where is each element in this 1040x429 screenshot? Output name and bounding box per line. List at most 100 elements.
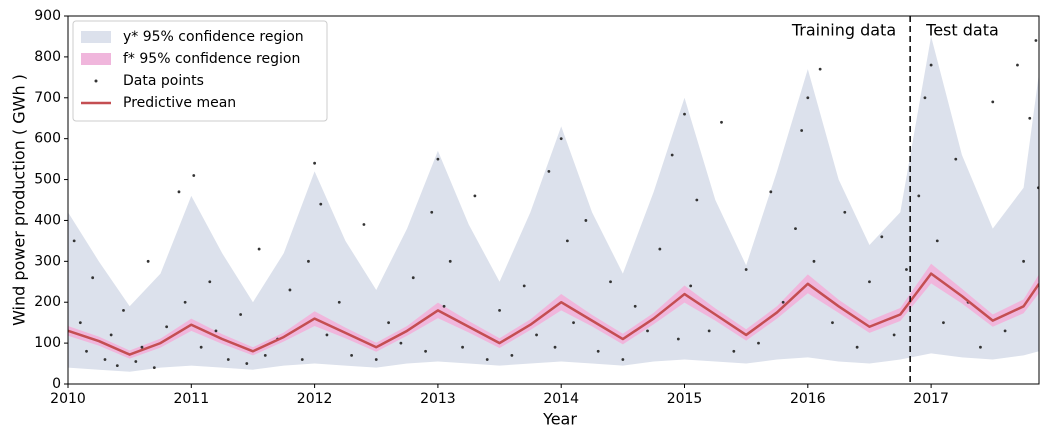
- y-tick-label: 400: [34, 212, 61, 228]
- data-point: [794, 227, 797, 231]
- data-point: [122, 309, 125, 312]
- data-point: [510, 353, 514, 357]
- x-tick-label: 2013: [420, 391, 456, 407]
- data-point: [880, 235, 884, 239]
- data-point: [152, 366, 156, 370]
- y-tick-label: 0: [52, 376, 61, 392]
- plot-frame: [67, 15, 1040, 385]
- data-point: [565, 239, 569, 243]
- data-point: [319, 202, 323, 206]
- data-point: [868, 280, 871, 284]
- data-point: [572, 321, 575, 325]
- data-point: [146, 259, 150, 263]
- data-point: [707, 329, 711, 333]
- data-point: [923, 96, 927, 100]
- data-point: [596, 349, 600, 353]
- data-point: [325, 333, 329, 337]
- data-point: [781, 300, 785, 304]
- annotation: Test data: [925, 21, 999, 40]
- data-point: [1003, 329, 1007, 333]
- data-point: [307, 259, 310, 263]
- annotation: Training data: [791, 21, 896, 40]
- data-point: [424, 349, 427, 353]
- data-point: [199, 345, 203, 349]
- legend-swatch: [94, 79, 98, 83]
- data-point: [757, 341, 760, 345]
- data-point: [214, 329, 218, 333]
- data-point: [646, 329, 649, 333]
- data-point: [350, 353, 353, 357]
- data-point: [387, 321, 390, 325]
- data-point: [442, 304, 446, 308]
- data-point: [103, 358, 107, 361]
- data-point: [800, 129, 804, 132]
- y-tick-label: 800: [34, 49, 61, 65]
- data-point: [337, 300, 341, 304]
- data-point: [905, 268, 908, 271]
- x-tick-label: 2017: [913, 391, 949, 407]
- data-point: [633, 304, 637, 308]
- data-point: [695, 198, 699, 202]
- data-point: [263, 353, 267, 357]
- data-point: [109, 333, 113, 337]
- data-point: [979, 345, 982, 349]
- data-point: [954, 157, 958, 161]
- data-point: [744, 268, 748, 271]
- data-point: [676, 337, 680, 341]
- data-point: [430, 210, 434, 214]
- data-point: [535, 333, 538, 337]
- data-point: [1034, 39, 1038, 42]
- data-point: [177, 190, 181, 194]
- data-point: [843, 210, 847, 214]
- x-axis-label: Year: [542, 410, 577, 429]
- x-tick-label: 2010: [50, 391, 86, 407]
- x-tick-label: 2014: [543, 391, 579, 407]
- data-point: [855, 345, 859, 349]
- data-point: [1028, 116, 1032, 120]
- data-point: [362, 223, 366, 226]
- y-tick-label: 300: [34, 253, 61, 269]
- data-point: [621, 358, 625, 361]
- legend-label: y* 95% confidence region: [123, 29, 304, 45]
- data-point: [115, 364, 119, 367]
- data-point: [165, 325, 169, 329]
- data-point: [929, 63, 933, 67]
- y-tick-label: 900: [34, 8, 61, 24]
- data-point: [239, 313, 243, 316]
- plot-area: [68, 36, 1039, 372]
- data-point: [935, 239, 939, 243]
- mean-line: [68, 272, 1039, 356]
- y-axis-label: Wind power production ( GWh ): [10, 74, 29, 326]
- data-point: [85, 349, 88, 353]
- data-point: [448, 259, 452, 263]
- legend-swatch: [81, 31, 111, 43]
- data-point: [257, 247, 261, 251]
- data-point: [300, 358, 304, 361]
- x-tick-label: 2016: [790, 391, 826, 407]
- y-tick-label: 200: [34, 294, 61, 310]
- data-point: [892, 333, 896, 337]
- legend-box: [72, 20, 328, 122]
- data-point: [192, 174, 196, 177]
- data-point: [436, 157, 440, 161]
- data-point: [720, 120, 723, 124]
- data-point: [658, 247, 662, 251]
- data-point: [134, 360, 138, 363]
- data-point: [1036, 186, 1039, 190]
- data-point: [183, 300, 187, 304]
- data-point: [818, 67, 822, 71]
- data-point: [245, 362, 249, 365]
- data-point: [917, 194, 921, 198]
- data-point: [498, 309, 501, 312]
- y-tick-label: 700: [34, 90, 61, 106]
- data-point: [288, 288, 292, 292]
- legend-label: f* 95% confidence region: [123, 51, 300, 67]
- data-point: [670, 153, 674, 157]
- x-tick-label: 2011: [173, 391, 209, 407]
- data-point: [732, 349, 736, 353]
- legend-label: Predictive mean: [123, 95, 236, 111]
- y-tick-label: 500: [34, 172, 61, 188]
- y-tick-label: 600: [34, 131, 61, 147]
- data-point: [411, 276, 415, 280]
- data-point: [374, 358, 378, 361]
